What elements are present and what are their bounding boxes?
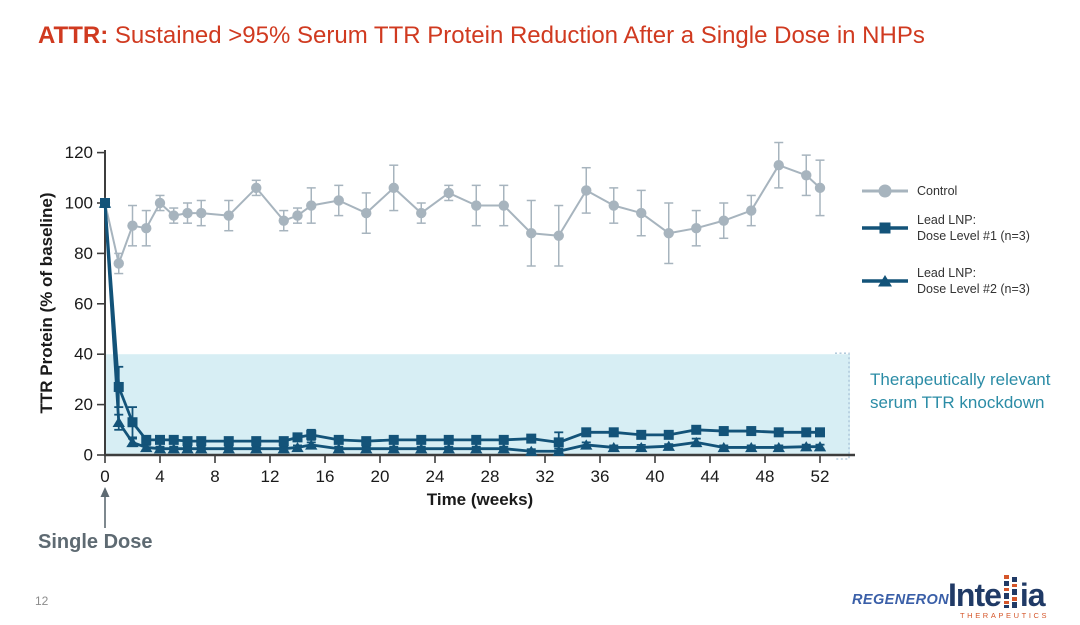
svg-text:12: 12 — [261, 467, 280, 486]
svg-text:0: 0 — [100, 467, 109, 486]
control-circle-marker-icon — [862, 184, 908, 198]
title-prefix: ATTR: — [38, 22, 109, 49]
svg-text:60: 60 — [74, 294, 93, 313]
svg-text:TTR Protein (% of baseline): TTR Protein (% of baseline) — [37, 192, 56, 413]
intellia-logo-text-left: Inte — [948, 576, 1002, 613]
svg-text:48: 48 — [756, 467, 775, 486]
svg-text:40: 40 — [646, 467, 665, 486]
legend-item-dose1: Lead LNP: Dose Level #1 (n=3) — [862, 212, 1030, 244]
svg-text:24: 24 — [426, 467, 445, 486]
svg-text:8: 8 — [210, 467, 219, 486]
title-text: Sustained >95% Serum TTR Protein Reducti… — [108, 22, 925, 49]
svg-text:32: 32 — [536, 467, 555, 486]
intellia-logo: Inte ia THERAPEUTICS — [948, 575, 1060, 620]
svg-text:4: 4 — [155, 467, 164, 486]
intellia-gel-bars-icon — [1003, 575, 1017, 608]
page-number: 12 — [35, 594, 49, 608]
legend-label-dose2: Lead LNP: Dose Level #2 (n=3) — [917, 266, 1030, 296]
svg-text:80: 80 — [74, 244, 93, 263]
svg-text:44: 44 — [701, 467, 720, 486]
regeneron-logo: REGENERON — [852, 592, 950, 608]
dose2-triangle-marker-icon — [862, 275, 908, 287]
svg-text:52: 52 — [811, 467, 830, 486]
svg-text:16: 16 — [316, 467, 335, 486]
slide-title: ATTR: Sustained >95% Serum TTR Protein R… — [38, 22, 925, 50]
legend-label-dose1: Lead LNP: Dose Level #1 (n=3) — [917, 213, 1030, 243]
legend-label-control: Control — [917, 184, 958, 198]
svg-text:28: 28 — [481, 467, 500, 486]
svg-text:Time (weeks): Time (weeks) — [427, 490, 533, 509]
svg-text:20: 20 — [371, 467, 390, 486]
svg-text:40: 40 — [74, 345, 93, 364]
intellia-therapeutics-label: THERAPEUTICS — [960, 611, 1050, 620]
svg-text:120: 120 — [65, 143, 93, 162]
svg-text:20: 20 — [74, 395, 93, 414]
legend-item-dose2: Lead LNP: Dose Level #2 (n=3) — [862, 265, 1030, 297]
chart-legend: Control Lead LNP: Dose Level #1 (n=3) Le… — [862, 183, 1030, 297]
svg-text:100: 100 — [65, 194, 93, 213]
intellia-logo-text-right: ia — [1019, 576, 1046, 613]
single-dose-label: Single Dose — [38, 531, 153, 553]
svg-text:36: 36 — [591, 467, 610, 486]
knockdown-annotation: Therapeutically relevant serum TTR knock… — [870, 370, 1051, 413]
svg-text:0: 0 — [84, 446, 93, 465]
dose1-square-marker-icon — [862, 222, 908, 234]
legend-item-control: Control — [862, 183, 1030, 199]
